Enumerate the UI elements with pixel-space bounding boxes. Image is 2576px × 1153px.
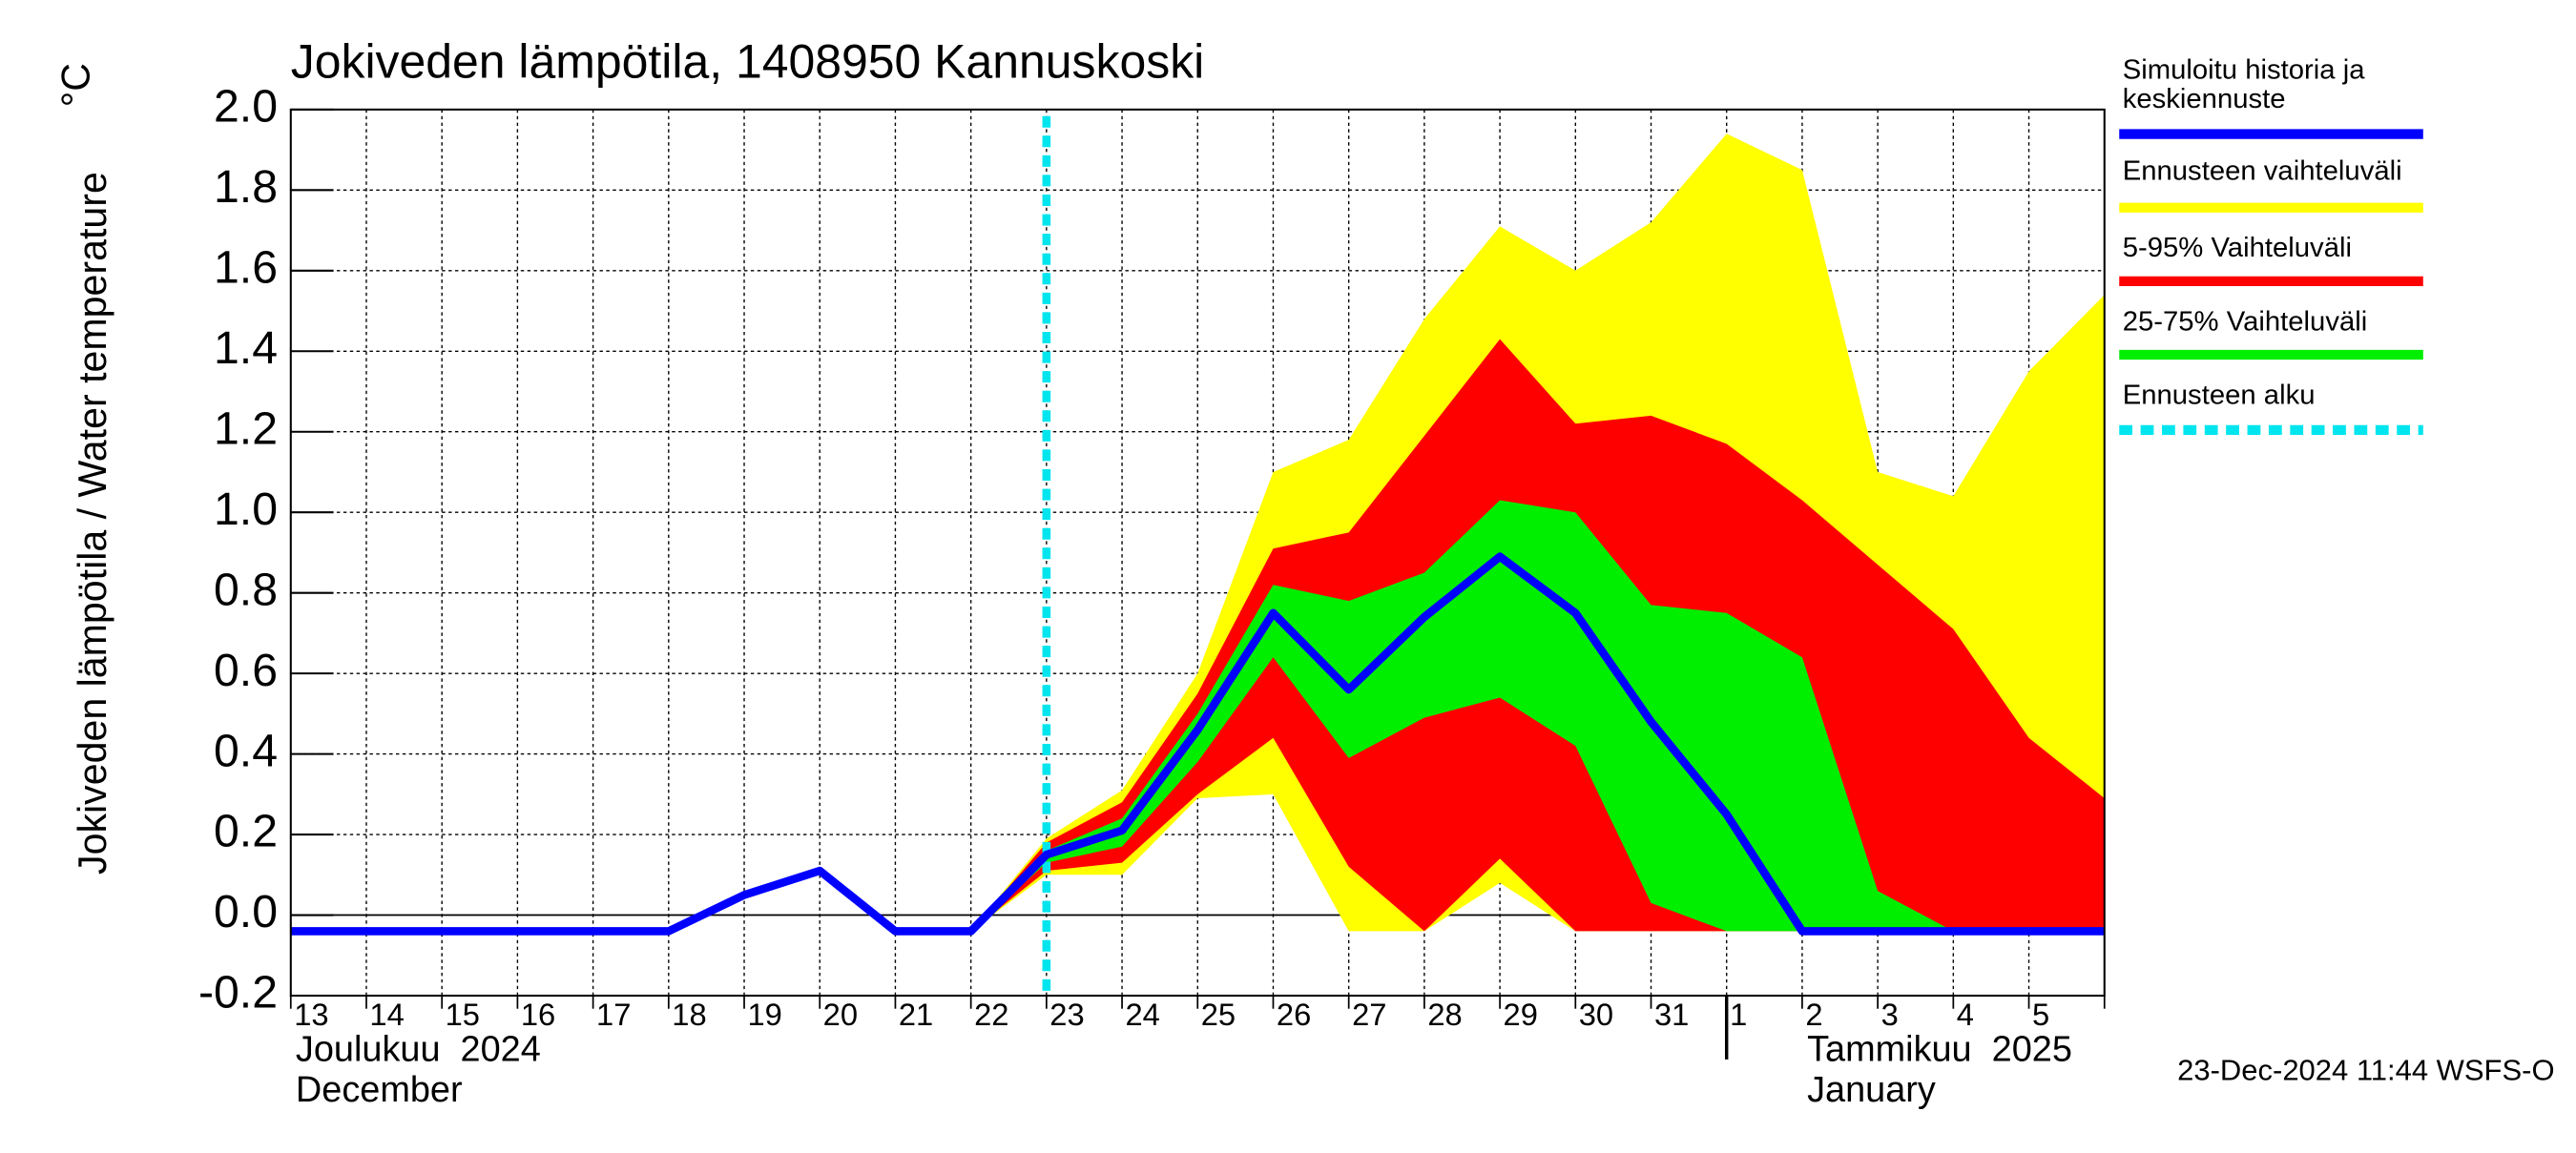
x-tick-label: 23 (1049, 997, 1084, 1032)
x-tick-label: 1 (1730, 997, 1747, 1032)
x-tick-label: 4 (1957, 997, 1974, 1032)
x-tick-label: 2 (1805, 997, 1822, 1032)
chart-title: Jokiveden lämpötila, 1408950 Kannuskoski (291, 35, 1204, 89)
footer: 23-Dec-2024 11:44 WSFS-O (2177, 1054, 2554, 1087)
axes: -0.20.00.20.40.60.81.01.21.41.61.82.013 1… (198, 81, 2106, 1032)
y-tick-label: 0.8 (214, 564, 278, 615)
y-tick-label: 1.8 (214, 161, 278, 213)
y-tick-label: 0.0 (214, 886, 278, 937)
x-tick-label: 3 (1881, 997, 1899, 1032)
y-tick-label: 0.2 (214, 806, 278, 857)
month-label: December (296, 1070, 463, 1110)
month-label: January (1807, 1070, 1936, 1110)
data-layer (970, 134, 2105, 932)
y-tick-label: -0.2 (198, 967, 278, 1019)
x-tick-label: 15 (446, 997, 480, 1032)
x-tick-label: 17 (596, 997, 631, 1032)
x-tick-label: 25 (1201, 997, 1236, 1032)
legend-label: 25-75% Vaihteluväli (2122, 305, 2368, 338)
y-tick-label: 2.0 (214, 81, 278, 133)
x-tick-label: 26 (1277, 997, 1311, 1032)
x-tick-label: 18 (672, 997, 706, 1032)
y-tick-label: 0.6 (214, 645, 278, 696)
x-tick-label: 31 (1654, 997, 1689, 1032)
y-tick-label: 1.4 (214, 322, 278, 374)
y-tick-label: 1.0 (214, 484, 278, 535)
legend-label: Simuloitu historia ja keskiennuste (2122, 53, 2365, 115)
plot-frame (289, 108, 2106, 998)
band-area (970, 500, 2105, 932)
median-line (290, 552, 2105, 936)
legend-label: Ennusteen vaihteluväli (2122, 154, 2402, 187)
x-tick-label: 30 (1579, 997, 1613, 1032)
x-tick-label: 22 (974, 997, 1008, 1032)
x-tick-label: 21 (899, 997, 933, 1032)
x-tick-label: 5 (2032, 997, 2049, 1032)
x-tick-label: 13 (294, 997, 328, 1032)
x-tick-label: 28 (1427, 997, 1462, 1032)
y-tick-label: 1.6 (214, 242, 278, 294)
legend-label: 5-95% Vaihteluväli (2122, 232, 2352, 264)
x-tick-label: 20 (823, 997, 858, 1032)
y-tick-label: 0.4 (214, 725, 278, 776)
x-tick-label: 29 (1504, 997, 1538, 1032)
legend-label: Ennusteen alku (2122, 379, 2316, 411)
x-tick-label: 14 (369, 997, 404, 1032)
month-label: Joulukuu 2024 (296, 1029, 541, 1069)
x-tick-label: 16 (521, 997, 555, 1032)
x-tick-label: 24 (1126, 997, 1160, 1032)
y-axis-label: Jokiveden lämpötila / Water temperature (71, 172, 114, 875)
y-tick-label: 1.2 (214, 403, 278, 455)
x-tick-label: 27 (1352, 997, 1386, 1032)
x-tick-label: 19 (747, 997, 781, 1032)
month-label: Tammikuu 2025 (1807, 1029, 2072, 1069)
y-axis-unit: °C (53, 63, 97, 107)
